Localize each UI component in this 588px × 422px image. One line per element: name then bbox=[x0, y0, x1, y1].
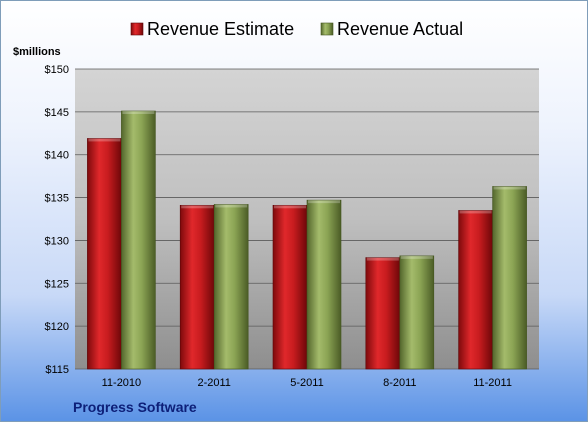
bar-revenue-actual-11-2011 bbox=[492, 186, 527, 370]
bar-revenue-actual-11-2010 bbox=[121, 110, 156, 370]
y-tick-label: $130 bbox=[45, 235, 69, 247]
y-tick-label: $125 bbox=[45, 278, 69, 290]
x-axis: 11-2010 2-2011 5-2011 8-2011 11-2011 bbox=[102, 377, 512, 389]
x-tick-label: 8-2011 bbox=[383, 377, 416, 389]
legend-label-revenue-estimate: Revenue Estimate bbox=[147, 19, 294, 39]
bar-top-highlight bbox=[493, 186, 526, 190]
bar-top-highlight bbox=[215, 204, 248, 208]
bar-revenue-actual-2-2011 bbox=[213, 204, 249, 370]
bar-revenue-estimate-5-2011 bbox=[272, 204, 308, 370]
y-tick-label: $120 bbox=[45, 321, 69, 333]
bar-top-highlight bbox=[308, 200, 340, 204]
bar-top-highlight bbox=[88, 138, 121, 142]
bar-revenue-estimate-8-2011 bbox=[365, 257, 401, 370]
bar-revenue-estimate-11-2011 bbox=[458, 210, 493, 370]
bar-revenue-actual-5-2011 bbox=[306, 199, 342, 370]
y-tick-label: $140 bbox=[45, 150, 69, 162]
legend-label-revenue-actual: Revenue Actual bbox=[337, 19, 463, 39]
y-unit-label: $millions bbox=[13, 46, 61, 58]
bars bbox=[87, 110, 527, 370]
y-tick-label: $135 bbox=[45, 193, 69, 205]
bar-revenue-estimate-11-2010 bbox=[87, 138, 122, 370]
x-tick-label: 11-2010 bbox=[102, 377, 142, 389]
legend: Revenue Estimate Revenue Actual bbox=[130, 19, 463, 39]
legend-swatch-revenue-estimate bbox=[130, 22, 144, 36]
legend-swatch-revenue-actual bbox=[320, 22, 334, 36]
y-tick-label: $145 bbox=[45, 107, 69, 119]
bar-top-highlight bbox=[122, 111, 155, 114]
y-tick-label: $150 bbox=[45, 64, 69, 76]
bar-top-highlight bbox=[181, 205, 214, 209]
bar-top-highlight bbox=[366, 257, 399, 261]
y-axis: $115 $120 $125 $130 $135 $140 $145 $150 bbox=[45, 64, 69, 376]
bar-revenue-estimate-2-2011 bbox=[179, 204, 215, 370]
bar-top-highlight bbox=[274, 205, 306, 209]
bar-revenue-actual-8-2011 bbox=[399, 255, 435, 370]
company-name: Progress Software bbox=[73, 399, 197, 415]
y-tick-label: $115 bbox=[45, 364, 69, 376]
x-tick-label: 5-2011 bbox=[290, 377, 323, 389]
bar-top-highlight bbox=[459, 210, 492, 214]
bar-top-highlight bbox=[400, 255, 433, 259]
x-tick-label: 2-2011 bbox=[197, 377, 230, 389]
x-tick-label: 11-2011 bbox=[473, 377, 512, 389]
